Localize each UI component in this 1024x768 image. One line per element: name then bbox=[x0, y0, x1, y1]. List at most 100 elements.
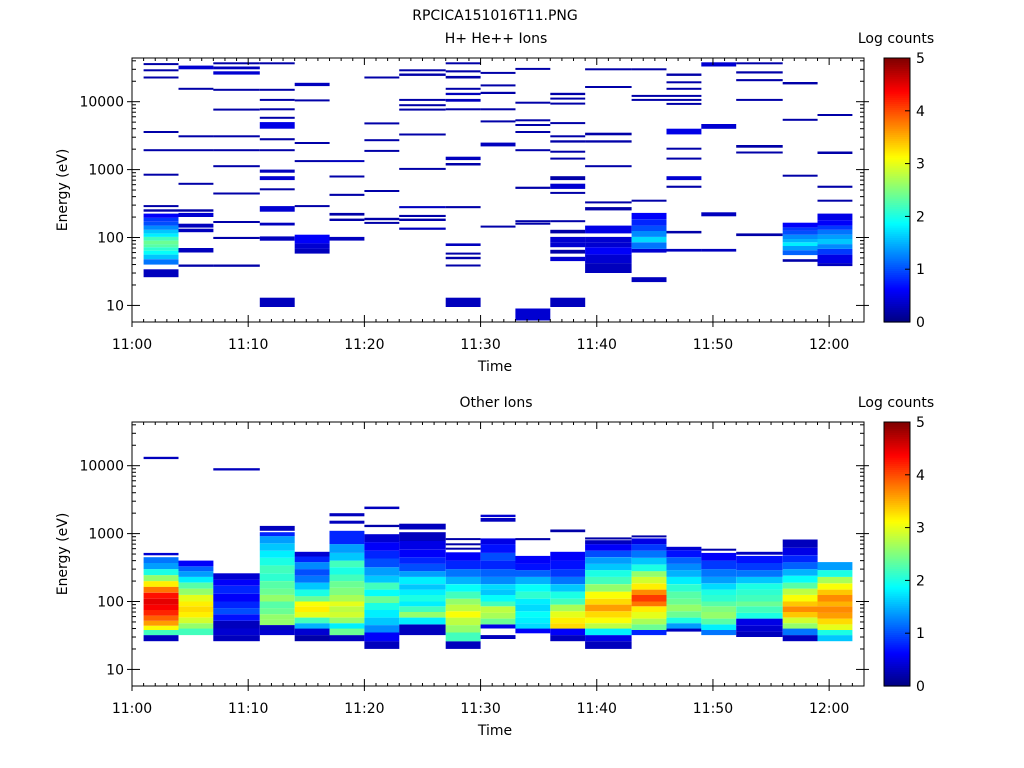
colorbar-segment bbox=[884, 223, 910, 226]
heatmap-cell bbox=[666, 623, 702, 629]
colorbar: 0 1 2 3 4 5 bbox=[883, 415, 925, 695]
heatmap-cell bbox=[701, 589, 737, 595]
colorbar-segment bbox=[884, 599, 910, 603]
colorbar-segment bbox=[884, 545, 910, 549]
colorbar-segment bbox=[884, 473, 910, 477]
heatmap-cell bbox=[178, 566, 214, 572]
heatmap-cell bbox=[178, 582, 214, 589]
colorbar-segment bbox=[884, 632, 910, 636]
heatmap-cell bbox=[399, 104, 446, 107]
heatmap-cell bbox=[550, 135, 586, 138]
heatmap-cell bbox=[445, 576, 481, 585]
heatmap-cell bbox=[364, 558, 400, 568]
heatmap-cell bbox=[213, 221, 260, 223]
colorbar-segment bbox=[884, 593, 910, 596]
colorbar-segment bbox=[884, 465, 910, 468]
heatmap-cell bbox=[259, 169, 295, 173]
heatmap-cell bbox=[259, 557, 295, 566]
x-axis-ticks: 11:00 11:10 11:20 11:30 11:40 11:50 12:00 bbox=[112, 422, 865, 717]
heatmap-cell bbox=[259, 149, 295, 152]
heatmap-cell bbox=[631, 277, 667, 283]
heatmap-cell bbox=[399, 549, 446, 558]
heatmap-cell bbox=[480, 514, 516, 518]
colorbar-tick-label: 1 bbox=[916, 626, 925, 642]
heatmap-cell bbox=[294, 589, 330, 597]
heatmap-cell bbox=[445, 75, 481, 79]
colorbar-segment bbox=[884, 665, 910, 669]
colorbar-segment bbox=[884, 136, 910, 140]
heatmap-cell bbox=[294, 635, 330, 642]
heatmap-cell bbox=[666, 591, 702, 599]
heatmap-cell bbox=[445, 604, 481, 612]
colorbar-segment bbox=[884, 657, 910, 660]
heatmap-cell bbox=[143, 244, 179, 248]
colorbar-segment bbox=[884, 101, 910, 104]
colorbar-frame bbox=[883, 57, 911, 323]
colorbar-segment bbox=[884, 109, 910, 113]
heatmap-cell bbox=[515, 604, 551, 612]
colorbar-segment bbox=[884, 167, 910, 170]
heatmap-cell bbox=[329, 606, 365, 612]
heatmap-cell bbox=[736, 62, 783, 65]
heatmap-cell bbox=[585, 537, 632, 540]
colorbar-segment bbox=[884, 446, 910, 450]
heatmap-cell bbox=[515, 186, 551, 189]
colorbar-segment bbox=[884, 527, 910, 530]
heatmap-cell bbox=[631, 538, 667, 545]
colorbar-segment bbox=[884, 488, 910, 491]
heatmap-cell bbox=[515, 623, 551, 629]
heatmap-cell bbox=[480, 120, 516, 123]
heatmap-cell bbox=[399, 98, 446, 101]
heatmap-cell bbox=[213, 468, 260, 471]
heatmap-cell bbox=[259, 588, 295, 595]
heatmap-cell bbox=[259, 138, 295, 141]
heatmap-cell bbox=[817, 612, 853, 619]
colorbar-segment bbox=[884, 547, 910, 551]
heatmap-cell bbox=[817, 263, 853, 267]
colorbar-segment bbox=[884, 161, 910, 164]
plot-frame bbox=[131, 57, 865, 323]
colorbar-segment bbox=[884, 276, 910, 280]
colorbar-segment bbox=[884, 671, 910, 675]
heatmap-cell bbox=[364, 149, 400, 152]
colorbar-segment bbox=[884, 157, 910, 160]
colorbar-segment bbox=[884, 278, 910, 282]
colorbar-segment bbox=[884, 508, 910, 512]
heatmap-cell bbox=[213, 614, 260, 621]
heatmap-cell bbox=[445, 611, 481, 618]
colorbar-segment bbox=[884, 264, 910, 267]
heatmap-cell bbox=[178, 576, 214, 583]
heatmap-cell bbox=[294, 142, 330, 144]
colorbar-segment bbox=[884, 551, 910, 555]
heatmap-cell bbox=[480, 576, 516, 585]
colorbar-segment bbox=[884, 452, 910, 456]
heatmap-cell bbox=[817, 606, 853, 613]
heatmap-cell bbox=[550, 584, 586, 592]
colorbar-segment bbox=[884, 225, 910, 228]
heatmap-cell bbox=[736, 589, 783, 595]
heatmap-cell bbox=[782, 617, 818, 624]
colorbar-segment bbox=[884, 311, 910, 315]
heatmap-cell bbox=[585, 201, 632, 204]
heatmap-cell bbox=[736, 79, 783, 82]
heatmap-cell bbox=[143, 625, 179, 630]
colorbar-segment bbox=[884, 679, 910, 683]
colorbar-segment bbox=[884, 580, 910, 584]
heatmap-cell bbox=[259, 116, 295, 119]
heatmap-cell bbox=[213, 628, 260, 636]
colorbar-segment bbox=[884, 187, 910, 191]
colorbar-segment bbox=[884, 103, 910, 107]
heatmap-cell bbox=[399, 532, 446, 541]
colorbar-segment bbox=[884, 516, 910, 520]
heatmap-cell bbox=[782, 259, 818, 262]
heatmap-cell bbox=[143, 259, 179, 265]
heatmap-cell bbox=[550, 92, 586, 96]
colorbar-segment bbox=[884, 475, 910, 479]
heatmap-cell bbox=[515, 131, 551, 133]
heatmap-cell bbox=[213, 149, 260, 152]
heatmap-cell bbox=[329, 212, 365, 216]
heatmap-cell bbox=[399, 227, 446, 230]
heatmap-cell bbox=[143, 630, 179, 636]
heatmap-cell bbox=[666, 230, 702, 234]
heatmap-cell bbox=[399, 606, 446, 612]
